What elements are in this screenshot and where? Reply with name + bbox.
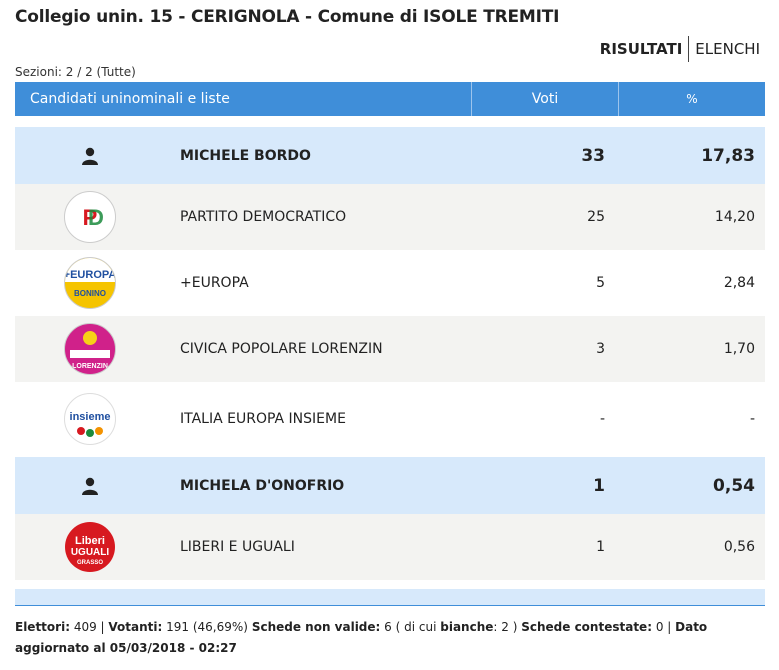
percent-value: 1,70 xyxy=(723,341,755,357)
votes-value: 1 xyxy=(596,539,605,555)
non-valide-value: 6 ( di cui xyxy=(384,620,437,634)
svg-text:Liberi: Liberi xyxy=(75,535,105,547)
votes-value: 1 xyxy=(593,475,605,496)
votes-value: 3 xyxy=(596,341,605,357)
list-name: CIVICA POPOLARE LORENZIN xyxy=(180,341,383,357)
table-row: LORENZIN CIVICA POPOLARE LORENZIN 3 1,70 xyxy=(15,316,765,382)
table-row: MICHELE BORDO 33 17,83 xyxy=(15,127,765,184)
pd-logo-icon: P D xyxy=(64,191,116,243)
svg-text:D: D xyxy=(88,205,104,230)
insieme-logo-icon: insieme xyxy=(64,393,116,445)
civica-popolare-logo-icon: LORENZIN xyxy=(64,323,116,375)
votes-value: 33 xyxy=(581,145,605,166)
votes-value: - xyxy=(599,411,605,427)
sezioni-info: Sezioni: 2 / 2 (Tutte) xyxy=(15,65,136,79)
percent-value: 14,20 xyxy=(714,209,755,225)
table-row: MICHELA D'ONOFRIO 1 0,54 xyxy=(15,457,765,514)
percent-value: 0,56 xyxy=(723,539,755,555)
candidate-name: MICHELE BORDO xyxy=(180,147,311,164)
percent-value: - xyxy=(749,411,755,427)
percent-value: 2,84 xyxy=(723,275,755,291)
svg-text:UGUALI: UGUALI xyxy=(71,547,110,558)
candidate-name: MICHELA D'ONOFRIO xyxy=(180,477,345,494)
percent-value: 17,83 xyxy=(701,145,755,166)
votes-value: 25 xyxy=(587,209,605,225)
page-title: Collegio unin. 15 - CERIGNOLA - Comune d… xyxy=(15,7,560,27)
contestate-label: Schede contestate: xyxy=(521,620,652,634)
bianche-label: bianche xyxy=(440,620,494,634)
svg-text:BONINO: BONINO xyxy=(74,289,106,298)
votanti-value: 191 (46,69%) xyxy=(166,620,248,634)
percent-value: 0,54 xyxy=(713,475,755,496)
table-row: insieme ITALIA EUROPA INSIEME - - xyxy=(15,382,765,456)
list-name: +EUROPA xyxy=(180,275,249,291)
tab-risultati[interactable]: RISULTATI xyxy=(599,40,683,58)
person-icon xyxy=(15,147,165,165)
svg-text:P: P xyxy=(83,205,98,230)
aggiornato-label: Dato aggiornato al 05/03/2018 - 02:27 xyxy=(15,620,708,655)
list-name: PARTITO DEMOCRATICO xyxy=(180,209,347,225)
svg-text:GRASSO: GRASSO xyxy=(77,560,103,566)
svg-text:LORENZIN: LORENZIN xyxy=(72,363,108,370)
tab-elenchi[interactable]: ELENCHI xyxy=(695,40,760,58)
bianche-value: : 2 ) xyxy=(493,620,518,634)
column-header-percent: % xyxy=(686,92,698,106)
leu-logo-icon: Liberi UGUALI GRASSO xyxy=(65,522,115,572)
column-header-candidates: Candidati uninominali e liste xyxy=(15,82,472,116)
list-name: ITALIA EUROPA INSIEME xyxy=(180,411,346,427)
table-row: +EUROPA BONINO +EUROPA 5 2,84 xyxy=(15,250,765,316)
table-row: Liberi UGUALI GRASSO LIBERI E UGUALI 1 0… xyxy=(15,514,765,580)
table-header: Candidati uninominali e liste Voti % xyxy=(15,82,765,116)
piu-europa-logo-icon: +EUROPA BONINO xyxy=(64,257,116,309)
svg-text:+EUROPA: +EUROPA xyxy=(65,269,115,281)
table-row: P D PARTITO DEMOCRATICO 25 14,20 xyxy=(15,184,765,250)
votes-value: 5 xyxy=(596,275,605,291)
column-header-votes: Voti xyxy=(472,82,619,116)
svg-text:insieme: insieme xyxy=(70,411,111,423)
non-valide-label: Schede non valide: xyxy=(251,620,381,634)
votanti-label: Votanti: xyxy=(108,620,163,634)
tab-divider xyxy=(688,36,690,62)
person-icon xyxy=(15,477,165,495)
contestate-value: 0 xyxy=(655,620,664,634)
elettori-label: Elettori: xyxy=(15,620,70,634)
table-footer-bar xyxy=(15,589,765,606)
view-tabs: RISULTATI ELENCHI xyxy=(600,36,760,62)
list-name: LIBERI E UGUALI xyxy=(180,539,295,555)
summary-footer: Elettori: 409 | Votanti: 191 (46,69%) Sc… xyxy=(15,620,708,655)
elettori-value: 409 xyxy=(73,620,97,634)
